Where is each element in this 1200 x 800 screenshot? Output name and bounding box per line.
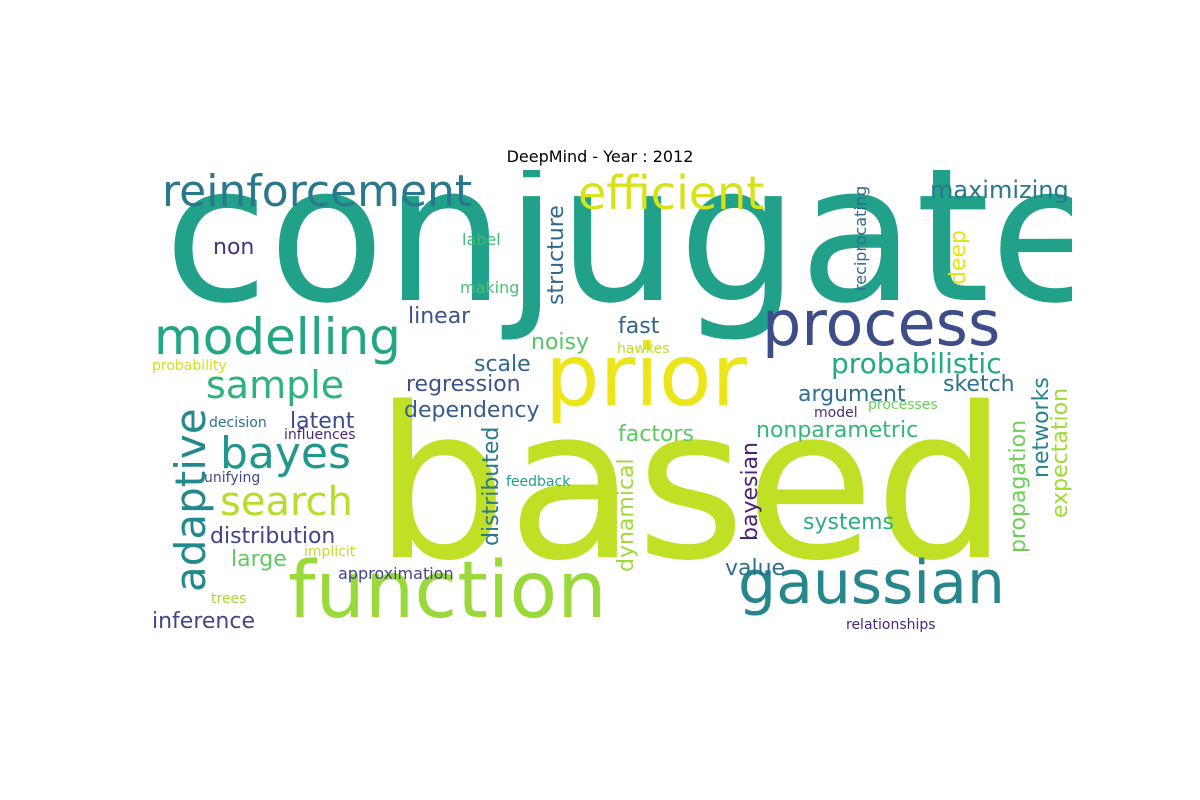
cloud-word-reinforcement: reinforcement <box>162 170 473 217</box>
cloud-word-search: search <box>220 479 353 525</box>
cloud-word-sample: sample <box>206 363 345 407</box>
cloud-word-structure: structure <box>544 205 569 305</box>
cloud-word-distribution: distribution <box>210 524 336 549</box>
cloud-word-making: making <box>460 278 520 297</box>
cloud-word-based: based <box>374 362 1008 607</box>
cloud-word-nonparametric: nonparametric <box>756 418 919 443</box>
cloud-word-dynamical: dynamical <box>614 458 639 572</box>
cloud-word-modelling: modelling <box>154 308 401 366</box>
cloud-word-hawkes: hawkes <box>617 341 670 357</box>
cloud-word-sketch: sketch <box>943 372 1015 397</box>
cloud-word-maximizing: maximizing <box>930 176 1069 204</box>
cloud-word-bayesian: bayesian <box>738 442 763 541</box>
cloud-word-label: label <box>462 230 501 249</box>
cloud-word-process: process <box>762 287 1001 360</box>
cloud-word-noisy: noisy <box>531 330 589 355</box>
cloud-word-non: non <box>213 235 255 260</box>
cloud-word-conjugate: conjugate <box>164 170 1072 345</box>
cloud-word-inference: inference <box>152 609 256 634</box>
cloud-word-implicit: implicit <box>304 544 356 560</box>
cloud-word-bayes: bayes <box>220 428 351 479</box>
cloud-word-fast: fast <box>618 314 660 339</box>
cloud-word-scale: scale <box>474 352 531 377</box>
cloud-word-linear: linear <box>408 304 471 329</box>
cloud-word-propagation: propagation <box>1006 419 1031 553</box>
cloud-word-function: function <box>288 546 607 635</box>
cloud-word-efficient: efficient <box>578 170 765 220</box>
cloud-word-argument: argument <box>798 382 906 407</box>
cloud-word-model: model <box>814 405 858 421</box>
cloud-word-relationships: relationships <box>846 617 936 633</box>
cloud-word-factors: factors <box>618 422 694 447</box>
cloud-word-adaptive: adaptive <box>166 408 215 592</box>
cloud-word-expectation: expectation <box>1048 387 1072 518</box>
cloud-word-distributed: distributed <box>479 426 504 546</box>
cloud-word-prior: prior <box>545 326 747 426</box>
cloud-word-regression: regression <box>406 372 521 397</box>
chart-title: DeepMind - Year : 2012 <box>506 147 694 166</box>
cloud-word-probability: probability <box>152 358 227 374</box>
cloud-word-processes: processes <box>868 397 938 413</box>
cloud-word-unifying: unifying <box>204 470 261 486</box>
cloud-word-latent: latent <box>290 409 355 434</box>
cloud-word-reciprocating: reciprocating <box>851 185 870 291</box>
cloud-word-gaussian: gaussian <box>738 548 1005 618</box>
cloud-word-dependency: dependency <box>404 398 540 423</box>
cloud-word-systems: systems <box>803 510 894 535</box>
cloud-word-decision: decision <box>209 415 267 431</box>
cloud-word-influences: influences <box>284 427 356 443</box>
cloud-word-feedback: feedback <box>506 474 571 490</box>
cloud-word-large: large <box>231 547 287 572</box>
cloud-word-approximation: approximation <box>338 564 454 583</box>
cloud-word-value: value <box>725 556 786 581</box>
word-cloud: conjugate based function prior gaussian proce… <box>152 170 1072 635</box>
cloud-word-deep: deep <box>946 230 971 285</box>
cloud-word-trees: trees <box>211 591 247 607</box>
cloud-word-probabilistic: probabilistic <box>831 347 1002 380</box>
